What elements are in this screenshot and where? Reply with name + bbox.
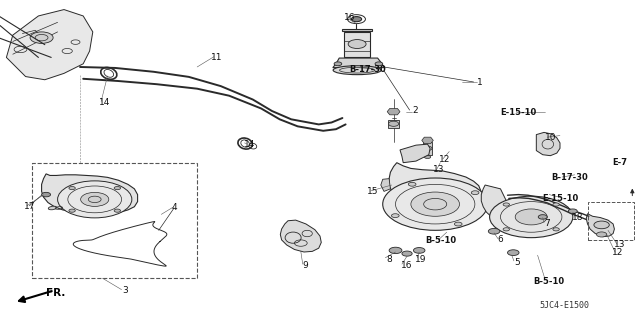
Text: 19: 19 xyxy=(415,255,427,263)
Text: 9: 9 xyxy=(303,261,308,270)
Circle shape xyxy=(423,146,432,151)
Circle shape xyxy=(81,192,109,206)
Circle shape xyxy=(411,192,460,216)
Text: 12: 12 xyxy=(612,248,623,257)
Text: B-5-10: B-5-10 xyxy=(425,236,456,245)
Text: 2: 2 xyxy=(412,106,417,115)
Text: 14: 14 xyxy=(244,140,255,149)
Text: FR.: FR. xyxy=(46,288,65,299)
Text: 13: 13 xyxy=(433,165,444,174)
Text: E-15-10: E-15-10 xyxy=(500,108,536,117)
Circle shape xyxy=(30,32,53,43)
Polygon shape xyxy=(333,58,384,68)
Text: 13: 13 xyxy=(614,240,625,249)
Polygon shape xyxy=(389,163,481,208)
Text: 3: 3 xyxy=(122,286,127,295)
Circle shape xyxy=(388,121,399,126)
Bar xyxy=(32,163,197,278)
Circle shape xyxy=(553,203,559,206)
Ellipse shape xyxy=(333,66,381,75)
Circle shape xyxy=(594,221,609,229)
Text: 5: 5 xyxy=(515,258,520,267)
Polygon shape xyxy=(388,120,399,128)
Circle shape xyxy=(383,178,488,230)
Text: 12: 12 xyxy=(439,155,451,164)
Text: 1: 1 xyxy=(477,78,483,87)
Polygon shape xyxy=(280,220,321,252)
Circle shape xyxy=(351,17,362,22)
Polygon shape xyxy=(481,185,509,222)
Text: E-7: E-7 xyxy=(612,158,627,167)
Circle shape xyxy=(114,209,120,212)
Text: 17: 17 xyxy=(24,202,35,211)
Circle shape xyxy=(568,209,577,213)
Text: B-17-30: B-17-30 xyxy=(551,173,588,182)
Polygon shape xyxy=(423,142,432,155)
Polygon shape xyxy=(422,137,433,144)
Circle shape xyxy=(488,228,500,234)
Text: E-15-10: E-15-10 xyxy=(542,194,578,203)
Text: 14: 14 xyxy=(99,98,110,107)
Circle shape xyxy=(503,203,509,206)
Text: 8: 8 xyxy=(387,255,392,263)
Text: 16: 16 xyxy=(344,13,355,22)
Text: B-5-10: B-5-10 xyxy=(534,277,564,286)
Polygon shape xyxy=(381,179,390,191)
Circle shape xyxy=(424,155,431,159)
Polygon shape xyxy=(536,132,560,156)
Circle shape xyxy=(348,40,366,48)
Text: 11: 11 xyxy=(211,53,222,62)
Circle shape xyxy=(334,62,342,66)
Polygon shape xyxy=(342,29,372,31)
Polygon shape xyxy=(586,214,614,237)
Circle shape xyxy=(553,228,559,231)
Circle shape xyxy=(375,62,383,66)
Circle shape xyxy=(114,187,120,190)
Circle shape xyxy=(58,181,132,218)
Polygon shape xyxy=(344,32,370,57)
Circle shape xyxy=(402,251,412,256)
Text: 5JC4-E1500: 5JC4-E1500 xyxy=(540,301,589,310)
Circle shape xyxy=(503,228,509,231)
Text: 4: 4 xyxy=(172,204,177,212)
Circle shape xyxy=(389,247,402,254)
Text: 7: 7 xyxy=(545,219,550,228)
Circle shape xyxy=(413,248,425,253)
Polygon shape xyxy=(387,108,400,115)
Circle shape xyxy=(408,182,416,186)
Circle shape xyxy=(454,222,462,226)
Circle shape xyxy=(596,232,607,237)
Circle shape xyxy=(392,214,399,218)
Ellipse shape xyxy=(48,206,57,210)
Text: 10: 10 xyxy=(545,133,556,142)
Polygon shape xyxy=(400,144,430,163)
Circle shape xyxy=(471,191,479,195)
Circle shape xyxy=(508,250,519,256)
Circle shape xyxy=(515,209,547,225)
Text: 6: 6 xyxy=(498,235,503,244)
Circle shape xyxy=(69,209,76,212)
Circle shape xyxy=(42,192,51,197)
Polygon shape xyxy=(42,174,138,214)
Text: B-17-30: B-17-30 xyxy=(349,65,387,74)
Text: 18: 18 xyxy=(572,213,583,222)
Polygon shape xyxy=(6,10,93,80)
Text: 16: 16 xyxy=(401,261,412,270)
Text: 15: 15 xyxy=(367,187,379,196)
Circle shape xyxy=(490,196,573,238)
Circle shape xyxy=(538,215,547,219)
Circle shape xyxy=(69,187,76,190)
